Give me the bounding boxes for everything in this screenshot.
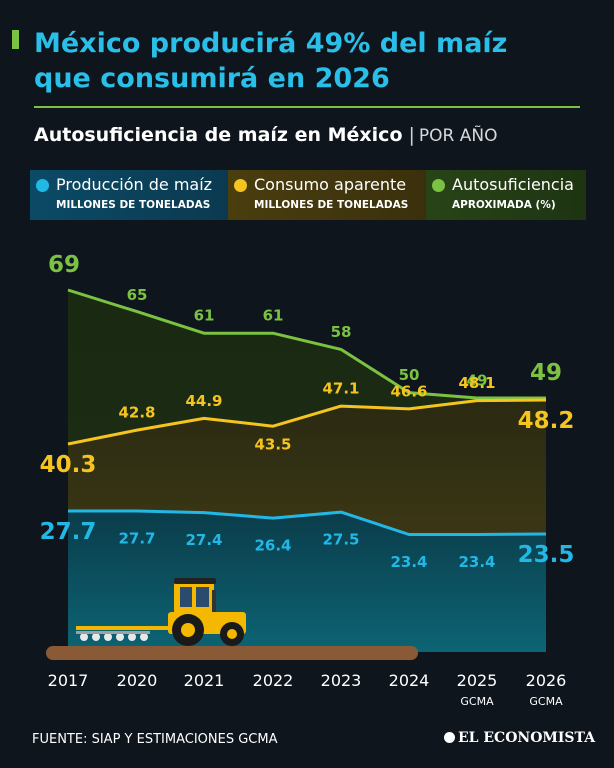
value-label-autosuficiencia-2017: 69	[48, 252, 80, 278]
value-label-produccion-2024: 23.4	[390, 553, 427, 571]
x-tick-label-2026: 2026	[526, 671, 567, 690]
series-line-produccion	[68, 509, 547, 536]
value-label-consumo-2020: 42.8	[118, 404, 155, 422]
title-accent-bar	[12, 30, 19, 49]
chart-areas	[68, 290, 546, 652]
title-divider	[34, 106, 580, 108]
legend-dot-consumo	[234, 179, 247, 192]
value-label-consumo-2022: 43.5	[254, 436, 291, 454]
legend-dot-autosuficiencia	[432, 179, 445, 192]
title-line-2: que consumirá en 2026	[34, 63, 390, 94]
ground-strip	[46, 646, 418, 660]
page-title: México producirá 49% del maíz que consum…	[34, 26, 594, 96]
value-label-autosuficiencia-2022: 61	[263, 307, 284, 325]
brand-name: EL ECONOMISTA	[458, 730, 596, 746]
value-label-autosuficiencia-2020: 65	[127, 286, 148, 304]
x-axis-labels: 2017 2020 2021 2022 2023 2024 2025 GCMA 2026 GCMA	[48, 671, 567, 708]
value-labels: 69 65 61 61 58 50 49 49 40.3 42.8 44.9 43.5 47.1 46.6…	[40, 252, 575, 571]
legend-unit-consumo: MILLONES DE TONELADAS	[254, 199, 409, 211]
value-label-autosuficiencia-2025: 49	[467, 372, 488, 390]
value-label-produccion-2025: 23.4	[458, 553, 495, 571]
legend-label-consumo: Consumo aparente	[254, 175, 407, 194]
value-label-consumo-2024: 46.6	[390, 382, 427, 400]
series-line-consumo	[67, 398, 547, 446]
ground-bar	[46, 646, 418, 660]
legend-item-consumo: Consumo aparente MILLONES DE TONELADAS	[228, 170, 426, 220]
value-label-consumo-2025: 48.1	[458, 374, 495, 392]
chart-legend: Producción de maíz MILLONES DE TONELADAS…	[30, 170, 586, 220]
x-tick-label-2025: 2025	[457, 671, 498, 690]
value-label-produccion-2022: 26.4	[254, 537, 291, 555]
x-tick-label-2022: 2022	[253, 671, 294, 690]
x-tick-label-2020: 2020	[117, 671, 158, 690]
legend-unit-produccion: MILLONES DE TONELADAS	[56, 199, 211, 211]
legend-dot-produccion	[36, 179, 49, 192]
x-tick-label-2017: 2017	[48, 671, 89, 690]
x-tick-label-2021: 2021	[184, 671, 225, 690]
subtitle-main: Autosuficiencia de maíz en México	[34, 124, 403, 146]
value-label-produccion-2017: 27.7	[40, 519, 97, 545]
value-label-produccion-2026: 23.5	[518, 542, 575, 568]
tractor-icon	[76, 578, 246, 646]
x-tick-label-2024: 2024	[389, 671, 430, 690]
brand-logo: EL ECONOMISTA	[444, 730, 595, 746]
value-label-autosuficiencia-2021: 61	[194, 307, 215, 325]
subtitle-separator: |	[408, 124, 415, 146]
legend-unit-autosuficiencia: APROXIMADA (%)	[452, 199, 556, 211]
brand-icon	[444, 732, 455, 743]
chart-lines	[67, 288, 547, 536]
value-label-produccion-2020: 27.7	[118, 530, 155, 548]
title-line-1: México producirá 49% del maíz	[34, 28, 508, 59]
value-label-autosuficiencia-2026: 49	[530, 360, 562, 386]
subtitle-period: POR AÑO	[418, 126, 498, 146]
value-label-consumo-2026: 48.2	[518, 408, 575, 434]
chart-subtitle: Autosuficiencia de maíz en México | POR AÑ…	[34, 124, 497, 146]
x-tick-label-2023: 2023	[321, 671, 362, 690]
legend-label-produccion: Producción de maíz	[56, 175, 213, 194]
value-label-produccion-2023: 27.5	[322, 531, 359, 549]
value-label-consumo-2021: 44.9	[185, 392, 222, 410]
value-label-autosuficiencia-2024: 50	[399, 366, 420, 384]
value-label-autosuficiencia-2023: 58	[331, 323, 352, 341]
series-line-autosuficiencia	[67, 288, 546, 400]
legend-item-autosuficiencia: Autosuficiencia APROXIMADA (%)	[426, 170, 586, 220]
x-tick-sublabel-2026: GCMA	[529, 695, 563, 708]
value-label-consumo-2017: 40.3	[40, 452, 97, 478]
legend-label-autosuficiencia: Autosuficiencia	[452, 175, 574, 194]
source-note: FUENTE: SIAP Y ESTIMACIONES GCMA	[32, 732, 278, 747]
legend-item-produccion: Producción de maíz MILLONES DE TONELADAS	[30, 170, 228, 220]
x-tick-sublabel-2025: GCMA	[460, 695, 494, 708]
value-label-produccion-2021: 27.4	[185, 531, 222, 549]
value-label-consumo-2023: 47.1	[322, 380, 359, 398]
